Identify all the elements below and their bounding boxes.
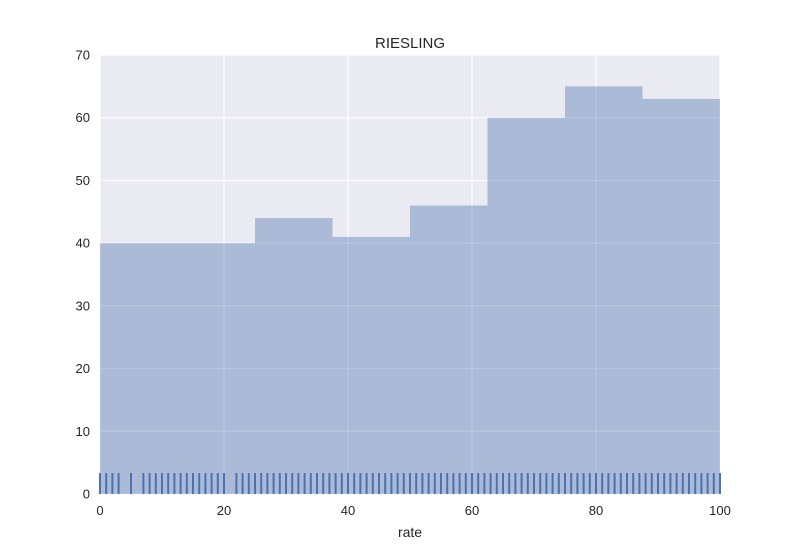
x-tick-label: 80 — [589, 503, 603, 518]
y-tick-label: 50 — [76, 173, 90, 188]
chart-title: RIESLING — [375, 35, 445, 52]
histogram-bar-4 — [332, 236, 410, 494]
histogram-bar-6 — [487, 117, 565, 494]
y-tick-label: 30 — [76, 298, 90, 313]
histogram-bar-2 — [177, 243, 255, 494]
y-axis-ticks: 0 10 20 30 40 50 60 70 — [76, 48, 90, 502]
y-tick-label: 20 — [76, 361, 90, 376]
y-tick-label: 0 — [83, 487, 90, 502]
plot-area — [100, 55, 720, 494]
y-tick-label: 10 — [76, 424, 90, 439]
histogram-bar-3 — [255, 218, 333, 495]
y-tick-label: 70 — [76, 48, 90, 63]
histogram-bar-7 — [565, 86, 643, 494]
x-tick-label: 60 — [465, 503, 479, 518]
histogram-bar-1 — [100, 243, 178, 494]
x-axis-label: rate — [398, 524, 422, 540]
histogram-bar-8 — [642, 98, 720, 495]
grid-lines — [99, 54, 721, 495]
x-tick-label: 100 — [709, 503, 731, 518]
x-axis-ticks: 0 20 40 60 80 100 — [96, 503, 730, 518]
rug-marks — [99, 473, 721, 494]
histogram-bars — [100, 86, 720, 495]
x-tick-label: 0 — [96, 503, 103, 518]
x-tick-label: 20 — [217, 503, 231, 518]
x-tick-label: 40 — [341, 503, 355, 518]
y-tick-label: 40 — [76, 236, 90, 251]
y-tick-label: 60 — [76, 110, 90, 125]
histogram-bar-5 — [410, 205, 488, 494]
